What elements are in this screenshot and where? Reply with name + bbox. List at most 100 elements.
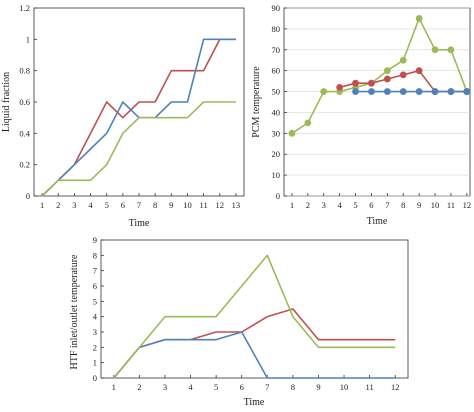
series-line-blue (113, 331, 396, 379)
x-tick-label: 11 (366, 382, 374, 392)
x-tick-label: 7 (385, 200, 389, 210)
data-point-green (415, 15, 423, 22)
y-tick-label: 1 (26, 34, 30, 44)
series-line-green (41, 101, 236, 197)
y-tick-label: 7 (93, 266, 97, 276)
x-tick-label: 1 (112, 382, 116, 392)
y-tick-label: 0.4 (19, 128, 30, 138)
y-tick-label: 8 (93, 250, 97, 260)
y-tick-label: 1.2 (19, 3, 30, 13)
series-line-red (113, 308, 396, 379)
y-tick-label: 4 (93, 312, 98, 322)
x-tick-label: 8 (291, 382, 295, 392)
y-axis-label: HTF inlet/outlet temperature (69, 254, 80, 370)
data-point-green (288, 129, 296, 137)
y-tick-label: 6 (93, 281, 97, 291)
data-point-red (368, 79, 375, 87)
x-tick-label: 8 (153, 200, 157, 210)
x-tick-label: 3 (322, 200, 326, 210)
y-tick-label: 3 (93, 327, 97, 337)
y-tick-label: 70 (272, 45, 281, 55)
chart-liquid-fraction: 00.20.40.60.811.21 2 3 4 5 6 7 8 9 10 11 12 13 Time … (1, 3, 245, 229)
x-tick-label: 9 (316, 382, 320, 392)
y-tick-label: 40 (272, 107, 281, 117)
data-point-blue (447, 88, 455, 95)
y-tick-label: 0.8 (19, 66, 30, 76)
data-point-blue (368, 88, 375, 95)
x-tick-label: 12 (463, 200, 472, 210)
data-point-green (399, 56, 407, 64)
x-tick-label: 6 (240, 382, 244, 392)
x-axis-label: Time (129, 218, 150, 229)
y-tick-label: 0.2 (19, 160, 30, 170)
x-tick-label: 10 (340, 382, 349, 392)
data-point-green (447, 46, 455, 54)
x-tick-label: 9 (417, 200, 421, 210)
series-line-green (113, 254, 396, 379)
x-tick-label: 9 (169, 200, 173, 210)
y-tick-label: 0 (26, 191, 30, 201)
data-point-red (383, 75, 391, 83)
x-tick-label: 5 (105, 200, 109, 210)
x-tick-label: 2 (56, 200, 60, 210)
y-tick-label: 0.6 (19, 97, 30, 107)
x-tick-label: 2 (137, 382, 141, 392)
data-point-blue (431, 88, 439, 95)
y-tick-label: 50 (272, 87, 281, 97)
data-point-blue (415, 88, 423, 95)
y-tick-label: 60 (272, 66, 281, 76)
y-tick-label: 10 (272, 170, 281, 180)
x-tick-label: 10 (431, 200, 440, 210)
x-tick-label: 4 (338, 200, 343, 210)
x-tick-label: 4 (88, 200, 93, 210)
y-tick-label: 30 (272, 128, 281, 138)
x-axis-label: Time (244, 397, 265, 408)
plot-frame (100, 239, 409, 379)
data-point-green (304, 119, 312, 127)
x-tick-label: 5 (214, 382, 218, 392)
data-point-red (336, 83, 344, 91)
y-tick-label: 2 (93, 342, 97, 352)
x-axis-label: Time (367, 216, 388, 227)
x-tick-label: 6 (369, 200, 373, 210)
y-axis-label: Liquid fraction (1, 72, 12, 132)
y-tick-label: 0 (93, 373, 97, 383)
y-tick-label: 9 (93, 235, 97, 245)
x-tick-label: 6 (121, 200, 125, 210)
plot-frame (283, 7, 471, 197)
data-point-blue (352, 88, 359, 95)
y-tick-label: 0 (276, 191, 280, 201)
y-tick-label: 90 (272, 3, 281, 13)
data-point-blue (383, 88, 391, 95)
x-tick-label: 2 (306, 200, 310, 210)
data-point-red (399, 71, 407, 79)
x-tick-label: 11 (200, 200, 208, 210)
x-tick-label: 1 (40, 200, 44, 210)
data-point-green (320, 88, 328, 95)
x-tick-label: 10 (183, 200, 192, 210)
data-point-red (415, 67, 423, 75)
data-point-red (352, 79, 359, 87)
y-tick-label: 80 (272, 24, 281, 34)
data-point-green (431, 46, 439, 54)
x-tick-label: 11 (447, 200, 455, 210)
y-tick-label: 20 (272, 149, 281, 159)
x-tick-label: 8 (401, 200, 405, 210)
x-tick-label: 7 (137, 200, 141, 210)
x-tick-label: 3 (72, 200, 76, 210)
data-point-blue (399, 88, 407, 95)
x-tick-label: 1 (290, 200, 294, 210)
x-tick-label: 3 (163, 382, 167, 392)
x-tick-label: 5 (353, 200, 357, 210)
y-tick-label: 5 (93, 296, 97, 306)
data-point-green (383, 67, 391, 75)
series-line-green (291, 17, 468, 135)
data-point-blue (463, 88, 471, 95)
x-tick-label: 12 (391, 382, 400, 392)
y-tick-label: 1 (93, 358, 97, 368)
x-tick-label: 13 (232, 200, 241, 210)
x-tick-label: 7 (265, 382, 269, 392)
